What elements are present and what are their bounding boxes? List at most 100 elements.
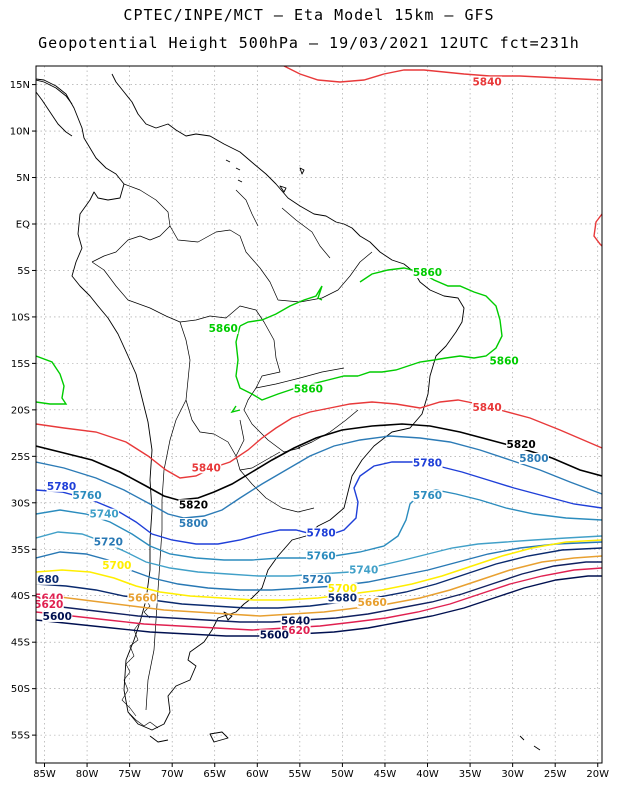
contour-label-bg: [472, 76, 503, 88]
lat-tick-label: 40S: [11, 591, 30, 602]
contour-label-bg: [208, 322, 239, 334]
lat-tick-label: 30S: [11, 498, 30, 509]
contour-label: 5800: [179, 518, 208, 530]
lon-tick-label: 35W: [459, 769, 482, 780]
contour-label: 5640: [281, 616, 310, 628]
contour-label: 5760: [72, 490, 101, 502]
contour-label: 5740: [349, 564, 378, 576]
contour-5620: [36, 567, 602, 631]
contour-label-bg: [412, 267, 443, 279]
lon-tick-label: 65W: [203, 769, 226, 780]
contour-5660: [36, 555, 602, 617]
contour-label: 5860: [294, 383, 323, 395]
contour-label-bg: [327, 583, 358, 595]
contour-label: 5840: [472, 402, 501, 414]
contour-label: 5780: [413, 458, 442, 470]
contour-label-bg: [357, 597, 388, 609]
lat-tick-label: 20S: [11, 405, 30, 416]
contour-label-bg: [348, 564, 379, 576]
contour-5880-west: [230, 285, 358, 414]
contour-5760: [36, 489, 602, 561]
country-borders: [91, 183, 373, 711]
contour-5840-main: [36, 399, 602, 479]
lon-tick-label: 75W: [118, 769, 141, 780]
contour-label: 5700: [328, 583, 357, 595]
contour-label-bg: [93, 536, 124, 548]
contour-5880-north: [357, 267, 503, 377]
contour-label-bg: [36, 592, 64, 604]
south-america-coastline: [36, 73, 465, 731]
contour-label: 5720: [94, 537, 123, 549]
lat-tick-label: 35S: [11, 545, 30, 556]
contour-label: 5760: [413, 490, 442, 502]
contour-label-bg: [280, 615, 311, 627]
lon-tick-label: 25W: [544, 769, 567, 780]
islands: [149, 159, 541, 751]
lat-tick-label: 55S: [11, 731, 30, 742]
contour-label: 5820: [507, 439, 536, 451]
contour-label-bg: [280, 624, 311, 636]
contour-label-bg: [89, 508, 120, 520]
contour-label-bg: [301, 573, 332, 585]
axis-ticks: 85W 80W 75W 70W 65W 60W 55W 50W 45W 40W 35W 30W 25W 2…: [10, 80, 609, 780]
contour-label-bg: [412, 457, 443, 469]
contour-label: 5600: [43, 611, 72, 623]
contour-label-bg: [518, 452, 549, 464]
contour-label-bg: [36, 573, 60, 585]
coastline-borders: [36, 73, 541, 751]
contour-label-bg: [178, 499, 209, 511]
contour-label-bg: [178, 518, 209, 530]
lat-tick-label: 50S: [11, 684, 30, 695]
map-frame: [35, 65, 603, 764]
contour-label-bg: [506, 439, 537, 451]
contour-label: 5820: [179, 499, 208, 511]
lon-tick-label: 45W: [374, 769, 397, 780]
lat-tick-label: 25S: [11, 452, 30, 463]
lat-tick-label: 45S: [11, 638, 30, 649]
contour-labels: 5840 5860 5860 5860 5860 5840 5840 5820 5820 5800…: [30, 76, 549, 642]
contour-label: 5860: [413, 267, 442, 279]
lon-tick-label: 40W: [416, 769, 439, 780]
lat-tick-label: 10N: [10, 127, 30, 138]
contour-label-bg: [293, 383, 324, 395]
lon-tick-label: 80W: [76, 769, 99, 780]
map-title-line2: Geopotential Height 500hPa – 19/03/2021 …: [38, 34, 580, 52]
contour-label: 5720: [302, 574, 331, 586]
contour-label-bg: [46, 480, 77, 492]
contour-label-bg: [306, 527, 337, 539]
contour-5880-edge: [36, 355, 68, 405]
contour-label: 5840: [472, 77, 501, 89]
contour-label: 5780: [47, 481, 76, 493]
contour-5640: [36, 561, 602, 623]
contour-label-bg: [101, 559, 132, 571]
lon-tick-label: 70W: [161, 769, 184, 780]
contour-label-bg: [42, 610, 73, 622]
contour-label-bg: [412, 490, 443, 502]
lon-tick-label: 30W: [501, 769, 524, 780]
lon-tick-label: 55W: [289, 769, 312, 780]
contour-label: 5780: [307, 527, 336, 539]
contour-label: 5660: [358, 597, 387, 609]
lon-tick-label: 50W: [331, 769, 354, 780]
contour-label: 5660: [128, 592, 157, 604]
contour-5820: [36, 423, 602, 501]
contour-label-bg: [259, 629, 290, 641]
lon-tick-label: 20W: [586, 769, 609, 780]
contour-5840-right: [593, 213, 602, 247]
lon-tick-label: 60W: [246, 769, 269, 780]
contour-label: 5860: [209, 323, 238, 335]
lat-tick-label: 10S: [11, 312, 30, 323]
contour-label-bg: [191, 462, 222, 474]
contour-label-bg: [306, 550, 337, 562]
contour-label: 5680: [30, 574, 59, 586]
contour-label: 5860: [490, 355, 519, 367]
contour-label-bg: [327, 592, 358, 604]
contour-label: 5600: [260, 630, 289, 642]
lat-tick-label: 5N: [16, 173, 30, 184]
contour-5840-top: [283, 66, 602, 83]
lat-tick-label: EQ: [16, 219, 30, 230]
central-america-coastline: [36, 79, 73, 137]
contour-label: 5680: [328, 592, 357, 604]
contour-label-bg: [36, 598, 64, 610]
